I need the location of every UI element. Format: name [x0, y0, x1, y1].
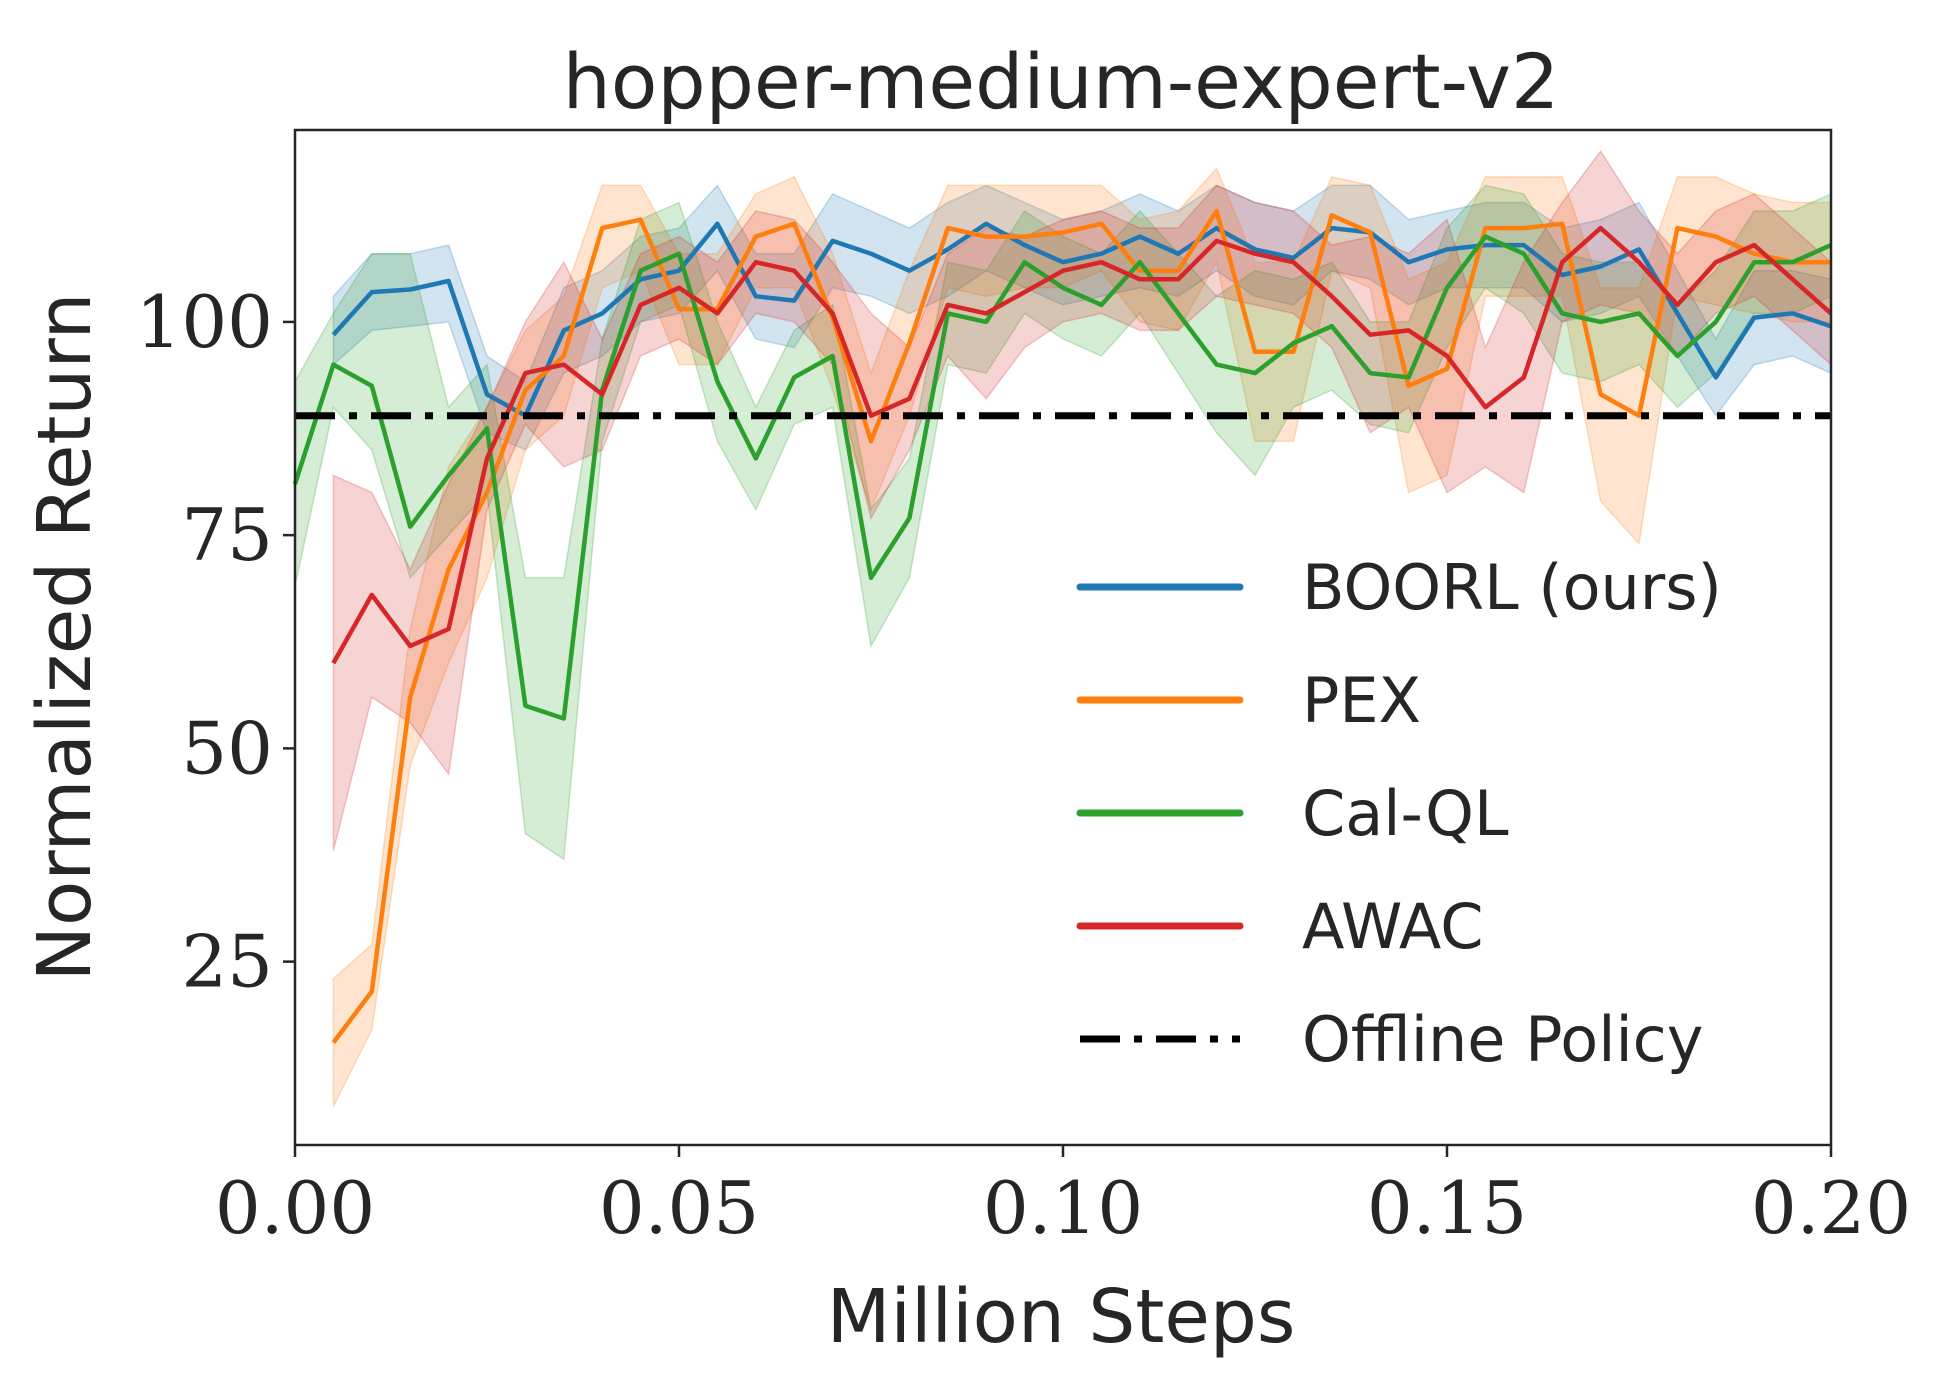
series-lines — [292, 208, 1833, 1044]
legend-label-boorl-ours: BOORL (ours) — [1302, 551, 1722, 624]
y-tick-label: 75 — [181, 493, 273, 577]
x-tick-label: 0.00 — [215, 1166, 375, 1250]
y-axis-ticks: 25 50 75 100 — [136, 280, 295, 1004]
y-tick-label: 50 — [181, 706, 273, 790]
x-tick-label: 0.15 — [1367, 1166, 1527, 1250]
legend-label-pex: PEX — [1302, 664, 1421, 737]
legend-label-cal-ql: Cal-QL — [1302, 777, 1509, 850]
x-axis-ticks: 0.00 0.05 0.10 0.15 0.20 — [215, 1145, 1911, 1250]
legend-label-awac: AWAC — [1302, 890, 1484, 963]
legend: BOORL (ours) PEX Cal-QL AWAC Offline Policy — [1076, 551, 1722, 1076]
cal-ql-line — [292, 234, 1832, 721]
x-tick-label: 0.05 — [599, 1166, 759, 1250]
y-tick-label: 100 — [136, 280, 273, 364]
chart-title: hopper-medium-expert-v2 — [563, 37, 1560, 126]
boorl-ours-line — [331, 221, 1832, 418]
y-tick-label: 25 — [181, 920, 273, 1004]
legend-label-offline-policy: Offline Policy — [1302, 1003, 1703, 1076]
x-axis-label: Million Steps — [827, 1274, 1296, 1360]
x-tick-label: 0.10 — [983, 1166, 1143, 1250]
awac-line — [331, 225, 1833, 665]
pex-line — [331, 208, 1831, 1044]
y-axis-label: Normalized Return — [22, 293, 108, 982]
x-tick-label: 0.20 — [1751, 1166, 1911, 1250]
